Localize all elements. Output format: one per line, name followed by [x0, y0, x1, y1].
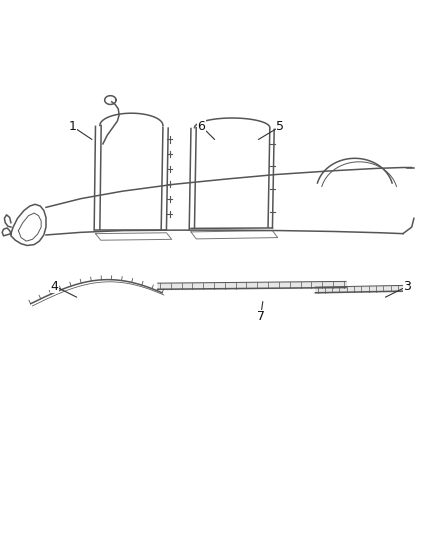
Text: 5: 5: [258, 120, 284, 140]
Text: 4: 4: [51, 280, 77, 297]
Text: 7: 7: [257, 302, 265, 324]
Text: 6: 6: [198, 120, 215, 140]
Text: 3: 3: [385, 280, 411, 297]
Text: 1: 1: [68, 120, 92, 140]
